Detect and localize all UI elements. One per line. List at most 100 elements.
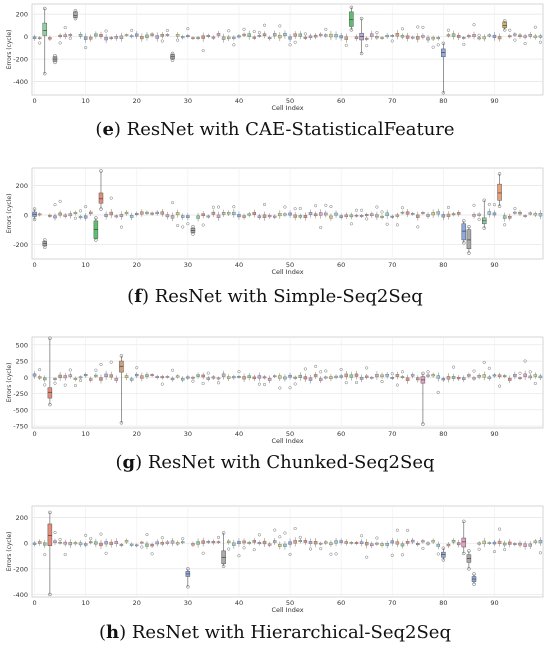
box-cell-85	[466, 224, 472, 255]
box	[461, 537, 467, 548]
box	[354, 36, 359, 39]
box-cell-90	[492, 32, 497, 41]
box-cell-56	[318, 32, 323, 38]
box-cell-63	[354, 370, 359, 385]
box-cell-27	[170, 51, 175, 62]
box	[78, 542, 83, 546]
box-cell-65	[364, 366, 369, 380]
box-cell-46	[267, 213, 272, 219]
box	[523, 35, 527, 38]
box	[334, 375, 338, 378]
box-cell-58	[329, 30, 333, 41]
box	[175, 542, 180, 545]
box-cell-52	[298, 31, 303, 40]
box	[272, 215, 277, 218]
outlier	[53, 531, 57, 535]
outlier	[421, 422, 425, 426]
box-cell-91	[497, 527, 502, 547]
box-cell-82	[451, 365, 456, 382]
x-tick-label: 0	[32, 430, 36, 438]
outlier	[339, 367, 343, 371]
box-cell-71	[395, 528, 400, 548]
box	[416, 542, 420, 546]
x-tick-label: 10	[82, 261, 90, 269]
box	[104, 37, 108, 41]
outlier	[482, 198, 486, 203]
y-axis-label: Errors (cycle)	[6, 532, 13, 572]
box-cell-0	[32, 371, 37, 379]
outlier	[359, 51, 364, 56]
outlier	[324, 369, 328, 373]
box-cell-12	[94, 368, 98, 379]
box-cell-18	[124, 373, 129, 381]
x-tick-label: 60	[337, 430, 345, 438]
box-cell-66	[370, 541, 374, 549]
box	[129, 215, 134, 218]
box	[124, 211, 129, 215]
box	[298, 215, 303, 218]
outlier	[73, 216, 77, 220]
box	[451, 376, 456, 379]
y-tick-label: 0	[24, 33, 28, 41]
box-cell-54	[308, 374, 313, 384]
box-cell-13	[98, 169, 104, 211]
box-cell-12	[94, 31, 98, 39]
box	[196, 374, 200, 377]
x-tick-label: 10	[82, 430, 90, 438]
box	[436, 211, 440, 215]
box	[247, 33, 251, 37]
box-cell-98	[533, 372, 538, 385]
y-tick-label: -400	[13, 78, 28, 86]
box-cell-99	[538, 210, 543, 220]
outlier	[221, 564, 226, 568]
box	[119, 544, 124, 546]
y-tick-label: 500	[16, 341, 28, 349]
box-cell-51	[293, 527, 297, 547]
outlier	[359, 16, 364, 21]
box	[58, 212, 62, 216]
box-cell-28	[175, 32, 180, 42]
box-cell-53	[303, 367, 308, 382]
box-cell-81	[446, 542, 451, 549]
box-cell-31	[191, 375, 195, 383]
box	[466, 229, 472, 249]
box	[206, 215, 211, 218]
outlier	[472, 23, 476, 27]
box-cell-95	[518, 210, 522, 217]
box-cell-78	[431, 372, 435, 378]
outlier	[319, 547, 323, 551]
box	[370, 213, 374, 216]
box-cell-4	[52, 53, 58, 65]
box	[349, 542, 354, 544]
outlier	[84, 205, 88, 209]
box	[288, 541, 292, 545]
box-cell-80	[441, 41, 446, 95]
box-cell-6	[63, 539, 67, 557]
outlier	[431, 45, 435, 49]
box-cell-14	[104, 29, 108, 44]
box-cell-72	[400, 206, 405, 215]
box-cell-74	[410, 211, 415, 216]
box	[364, 542, 369, 546]
box	[518, 377, 522, 380]
box	[359, 215, 364, 217]
box-cell-24	[155, 32, 159, 42]
x-tick-label: 50	[286, 430, 294, 438]
box-cell-79	[436, 372, 440, 394]
outlier	[385, 222, 389, 226]
box-cell-48	[278, 24, 282, 42]
box-cell-55	[313, 538, 318, 548]
x-tick-label: 0	[32, 261, 36, 269]
outlier	[344, 381, 348, 385]
box-cell-71	[395, 371, 400, 387]
box-cell-45	[262, 538, 267, 547]
box-cell-49	[283, 30, 287, 39]
box	[395, 33, 400, 37]
outlier	[217, 381, 221, 385]
box	[502, 542, 507, 546]
box	[175, 34, 180, 37]
box-cell-60	[339, 32, 343, 41]
box	[318, 33, 323, 36]
outlier	[48, 402, 52, 407]
box-cell-36	[216, 376, 221, 385]
